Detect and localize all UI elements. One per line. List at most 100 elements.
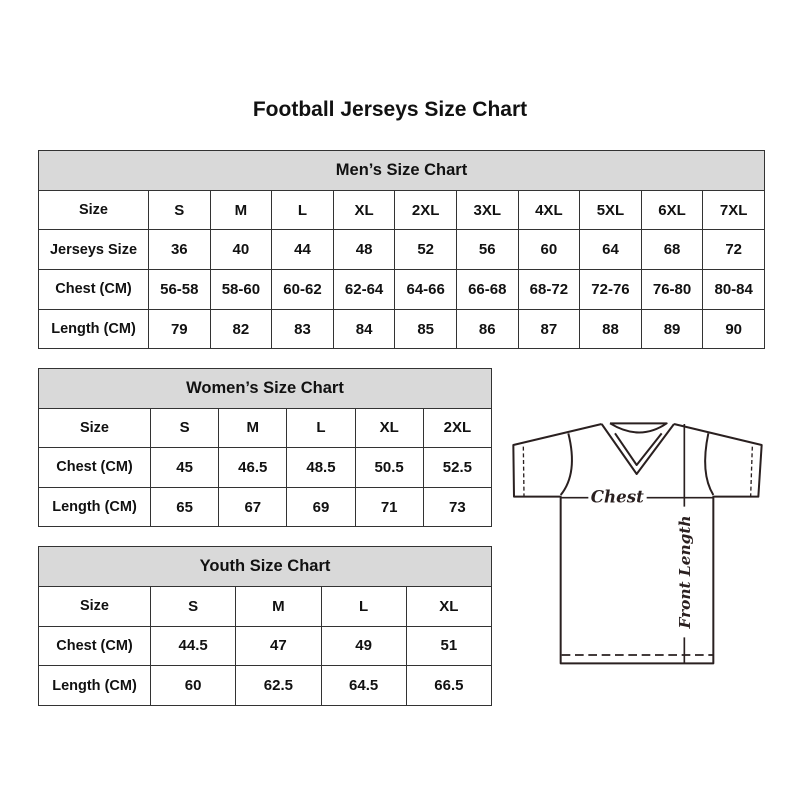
table-cell: 4XL	[517, 189, 581, 231]
row-label: Chest (CM)	[38, 269, 149, 310]
table-cell: 62.5	[235, 665, 322, 707]
table-cell: 45	[149, 447, 220, 488]
table-cell: S	[149, 407, 220, 449]
table-cell: 60	[149, 665, 237, 707]
table-cell: 60	[517, 229, 581, 271]
jersey-outline	[512, 423, 763, 665]
row-label: Jerseys Size	[38, 229, 149, 271]
table-cell: 49	[320, 625, 407, 667]
table-cell: XL	[405, 585, 493, 627]
table-cell: 76-80	[640, 269, 704, 310]
table-cell: 71	[354, 486, 424, 528]
table-cell: M	[209, 189, 273, 231]
table-cell: 69	[286, 486, 356, 528]
table-cell: 48.5	[286, 447, 356, 488]
table-cell: S	[148, 189, 211, 231]
table-row: Size S M L XL 2XL	[38, 407, 493, 449]
table-heading: Youth Size Chart	[38, 546, 492, 587]
table-cell: 40	[209, 229, 273, 271]
left-sleeve-hem	[522, 446, 525, 497]
table-cell: 64	[579, 229, 642, 271]
mens-size-table: Men’s Size Chart Size S M L XL 2XL 3XL 4XL 5XL 6XL…	[38, 150, 765, 350]
table-cell: 80-84	[702, 269, 765, 310]
table-row: Length (CM) 60 62.5 64.5 66.5	[38, 665, 493, 707]
table-cell: 79	[148, 308, 211, 350]
row-label: Size	[38, 407, 151, 449]
table-cell: 2XL	[422, 407, 493, 449]
table-cell: L	[271, 189, 334, 231]
table-cell: 52.5	[422, 447, 493, 488]
table-cell: 52	[394, 229, 457, 271]
table-cell: 48	[332, 229, 396, 271]
table-cell: 44	[271, 229, 334, 271]
table-cell: XL	[332, 189, 396, 231]
row-label: Size	[38, 585, 151, 627]
table-cell: 84	[332, 308, 396, 350]
table-cell: 66.5	[405, 665, 493, 707]
table-cell: 3XL	[455, 189, 519, 231]
table-cell: 36	[148, 229, 211, 271]
table-cell: 65	[149, 486, 220, 528]
table-cell: 47	[235, 625, 322, 667]
table-cell: M	[235, 585, 322, 627]
womens-size-table: Women’s Size Chart Size S M L XL 2XL Chest (CM)…	[38, 368, 493, 528]
table-header-row: Youth Size Chart	[38, 546, 492, 587]
row-label: Length (CM)	[38, 308, 149, 350]
table-cell: 44.5	[149, 625, 237, 667]
table-cell: 51	[405, 625, 493, 667]
table-cell: 85	[394, 308, 457, 350]
table-row: Length (CM) 79 82 83 84 85 86 87 88 89 90	[38, 308, 765, 350]
row-label: Length (CM)	[38, 486, 151, 528]
table-cell: 66-68	[455, 269, 519, 310]
table-cell: 82	[209, 308, 273, 350]
collar	[600, 423, 675, 475]
table-heading: Women’s Size Chart	[38, 368, 492, 409]
table-cell: 68-72	[517, 269, 581, 310]
table-cell: 73	[422, 486, 493, 528]
table-cell: 6XL	[640, 189, 704, 231]
chest-label: Chest	[591, 487, 644, 507]
table-cell: S	[149, 585, 237, 627]
table-cell: 86	[455, 308, 519, 350]
right-sleeve-seam	[704, 433, 715, 496]
table-cell: 83	[271, 308, 334, 350]
table-cell: 60-62	[271, 269, 334, 310]
table-row: Chest (CM) 44.5 47 49 51	[38, 625, 493, 667]
table-cell: 58-60	[209, 269, 273, 310]
table-cell: 46.5	[218, 447, 288, 488]
table-header-row: Women’s Size Chart	[38, 368, 492, 409]
table-cell: 7XL	[702, 189, 765, 231]
table-cell: 56-58	[148, 269, 211, 310]
row-label: Chest (CM)	[38, 625, 151, 667]
table-heading: Men’s Size Chart	[38, 150, 765, 191]
table-cell: 50.5	[354, 447, 424, 488]
table-cell: 90	[702, 308, 765, 350]
table-cell: 88	[579, 308, 642, 350]
table-cell: 87	[517, 308, 581, 350]
table-cell: 64-66	[394, 269, 457, 310]
right-sleeve-hem	[750, 446, 753, 497]
table-cell: 67	[218, 486, 288, 528]
row-label: Size	[38, 189, 149, 231]
table-cell: XL	[354, 407, 424, 449]
jersey-diagram: Chest Front Length	[512, 422, 763, 665]
left-sleeve-seam	[559, 433, 573, 496]
table-cell: 5XL	[579, 189, 642, 231]
table-cell: 89	[640, 308, 704, 350]
table-cell: 62-64	[332, 269, 396, 310]
table-cell: 72	[702, 229, 765, 271]
table-row: Chest (CM) 56-58 58-60 60-62 62-64 64-66 66-68…	[38, 269, 765, 310]
table-cell: 72-76	[579, 269, 642, 310]
youth-size-table: Youth Size Chart Size S M L XL Chest (CM) 44.5 4…	[38, 546, 493, 707]
collar-inner	[609, 422, 668, 466]
table-row: Size S M L XL	[38, 585, 493, 627]
table-row: Size S M L XL 2XL 3XL 4XL 5XL 6XL 7XL	[38, 189, 765, 231]
row-label: Length (CM)	[38, 665, 151, 707]
table-cell: M	[218, 407, 288, 449]
table-cell: 56	[455, 229, 519, 271]
table-cell: 2XL	[394, 189, 457, 231]
table-header-row: Men’s Size Chart	[38, 150, 765, 191]
row-label: Chest (CM)	[38, 447, 151, 488]
table-row: Length (CM) 65 67 69 71 73	[38, 486, 493, 528]
table-cell: L	[320, 585, 407, 627]
